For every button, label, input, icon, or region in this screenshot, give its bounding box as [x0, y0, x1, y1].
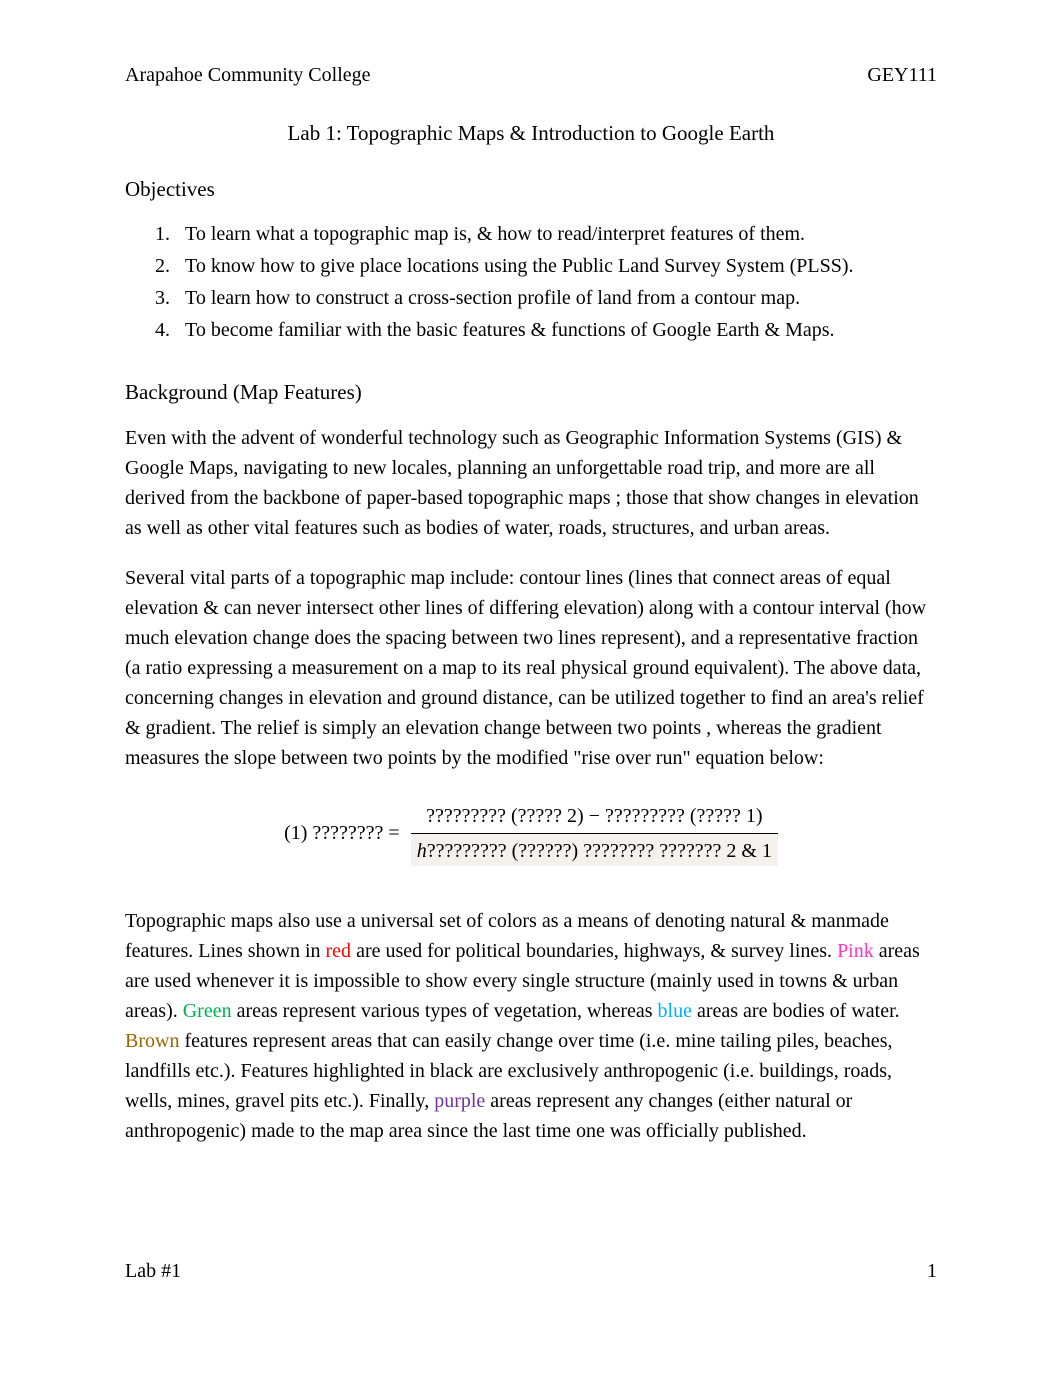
color-red: red [326, 940, 357, 962]
color-purple: purple [434, 1090, 490, 1112]
page-header: Arapahoe Community College GEY111 [125, 60, 937, 90]
color-blue: blue [658, 1000, 697, 1022]
gradient-equation: (1) ???????? = ????????? (????? 2) − ???… [125, 801, 937, 866]
footer-page-number: 1 [927, 1256, 937, 1286]
header-right: GEY111 [867, 60, 937, 90]
header-left: Arapahoe Community College [125, 60, 371, 90]
objective-item: To learn what a topographic map is, & ho… [175, 219, 937, 249]
paragraph-1: Even with the advent of wonderful techno… [125, 423, 937, 543]
background-heading: Background (Map Features) [125, 377, 937, 409]
objectives-list: To learn what a topographic map is, & ho… [175, 219, 937, 345]
objective-item: To become familiar with the basic featur… [175, 315, 937, 345]
lab-title: Lab 1: Topographic Maps & Introduction t… [125, 118, 937, 150]
color-pink: Pink [837, 940, 879, 962]
equation-fraction: ????????? (????? 2) − ????????? (????? 1… [411, 801, 778, 866]
equation-numerator: ????????? (????? 2) − ????????? (????? 1… [411, 801, 778, 833]
equation-h: h [417, 840, 427, 862]
equation-denominator: h????????? (??????) ???????? ??????? 2 &… [411, 833, 778, 866]
paragraph-2: Several vital parts of a topographic map… [125, 563, 937, 773]
page-footer: Lab #1 1 [125, 1256, 937, 1286]
equation-den-rest: ????????? (??????) ???????? ??????? 2 & … [427, 840, 772, 862]
color-brown: Brown [125, 1030, 184, 1052]
p3-text: areas are bodies of water. [697, 1000, 900, 1022]
objective-item: To learn how to construct a cross-sectio… [175, 283, 937, 313]
color-green: Green [183, 1000, 237, 1022]
footer-left: Lab #1 [125, 1256, 181, 1286]
paragraph-3: Topographic maps also use a universal se… [125, 906, 937, 1146]
p3-text: are used for political boundaries, highw… [356, 940, 837, 962]
equation-label: (1) ???????? = [284, 818, 400, 848]
p3-text: areas represent various types of vegetat… [237, 1000, 658, 1022]
objectives-heading: Objectives [125, 174, 937, 206]
objective-item: To know how to give place locations usin… [175, 251, 937, 281]
